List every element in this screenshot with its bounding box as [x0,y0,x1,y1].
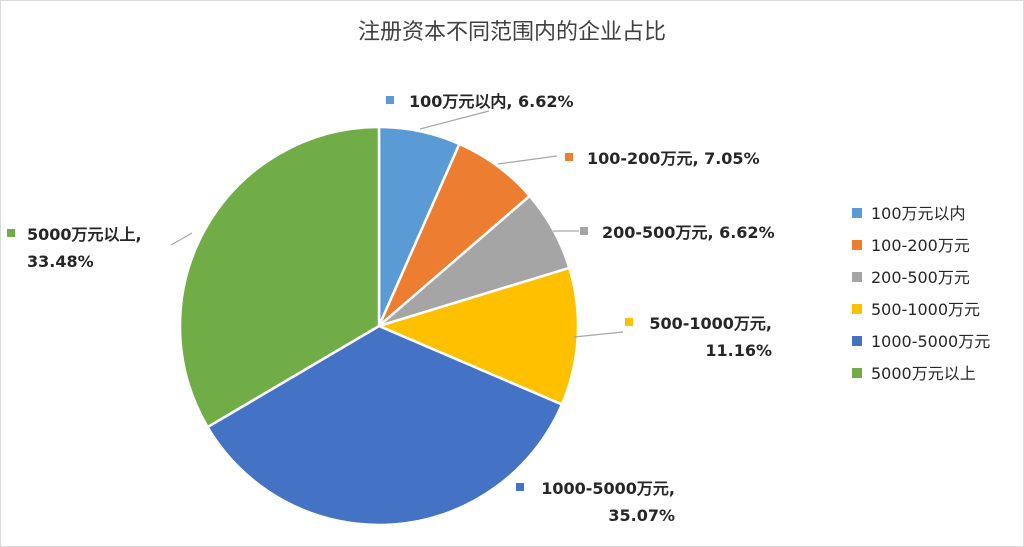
legend: 100万元以内 100-200万元 200-500万元 500-1000万元 1000-… [852,204,990,383]
data-label: 5000万元以上, [27,225,142,244]
data-label: 100万元以内, 6.62% [409,92,574,111]
data-label: 35.07% [608,506,675,525]
legend-label: 1000-5000万元 [871,332,990,351]
leader-line [170,232,193,246]
data-label-marker [386,96,394,104]
legend-label: 100-200万元 [871,236,970,255]
data-label-marker [565,153,573,161]
data-label: 33.48% [27,252,94,271]
data-label-marker [580,227,588,235]
pie-slices [178,125,580,527]
data-label-marker [7,229,15,237]
data-label: 100-200万元, 7.05% [587,149,760,168]
chart-title: 注册资本不同范围内的企业占比 [358,20,666,45]
data-label: 11.16% [705,341,772,360]
legend-label: 5000万元以上 [871,364,976,383]
data-label: 200-500万元, 6.62% [602,223,775,242]
data-labels: 100万元以内, 6.62% 100-200万元, 7.05% 200-500万元,… [7,92,775,525]
legend-label: 200-500万元 [871,268,970,287]
legend-label: 100万元以内 [871,204,966,223]
leader-line [573,331,624,338]
leader-line [419,110,490,130]
data-label-marker [625,318,633,326]
legend-label: 500-1000万元 [871,300,980,319]
legend-swatch [852,336,862,346]
leader-lines [170,110,624,338]
legend-swatch [852,240,862,250]
leader-line [497,155,558,165]
pie-slice-5000 [178,125,381,429]
legend-swatch [852,208,862,218]
data-label: 1000-5000万元, [541,479,675,498]
data-label-marker [516,483,524,491]
legend-swatch [852,368,862,378]
legend-swatch [852,304,862,314]
legend-swatch [852,272,862,282]
data-label: 500-1000万元, [649,314,772,333]
